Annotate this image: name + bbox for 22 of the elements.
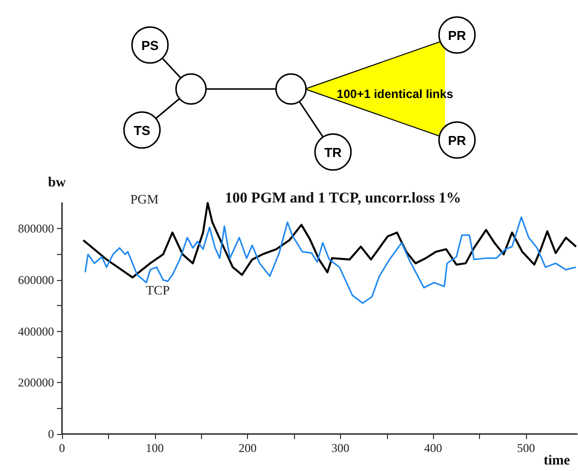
x-tick-label: 0 xyxy=(59,441,65,455)
x-axis-title: time xyxy=(544,454,570,468)
x-tick-label: 500 xyxy=(516,441,535,455)
y-tick-label: 800000 xyxy=(18,222,54,236)
x-tick-label: 100 xyxy=(146,441,164,455)
text: PGM xyxy=(130,192,159,207)
x-tick-label: 200 xyxy=(238,441,257,455)
chart-title: 100 PGM and 1 TCP, uncorr.loss 1% xyxy=(224,190,462,206)
text: TR xyxy=(324,145,342,160)
text: PS xyxy=(141,38,159,53)
y-tick-label: 400000 xyxy=(18,324,54,338)
x-tick-label: 300 xyxy=(331,441,350,455)
text: TS xyxy=(134,123,151,138)
x-tick-label: 400 xyxy=(424,441,442,455)
y-tick-label: 0 xyxy=(48,427,54,441)
text: PR xyxy=(448,133,467,148)
line-series xyxy=(84,216,577,304)
text: PR xyxy=(448,28,467,43)
series-label: TCP xyxy=(146,282,170,298)
y-tick-label: 200000 xyxy=(18,376,54,390)
y-tick-label: 600000 xyxy=(18,273,54,287)
y-axis-title: bw xyxy=(48,176,67,190)
